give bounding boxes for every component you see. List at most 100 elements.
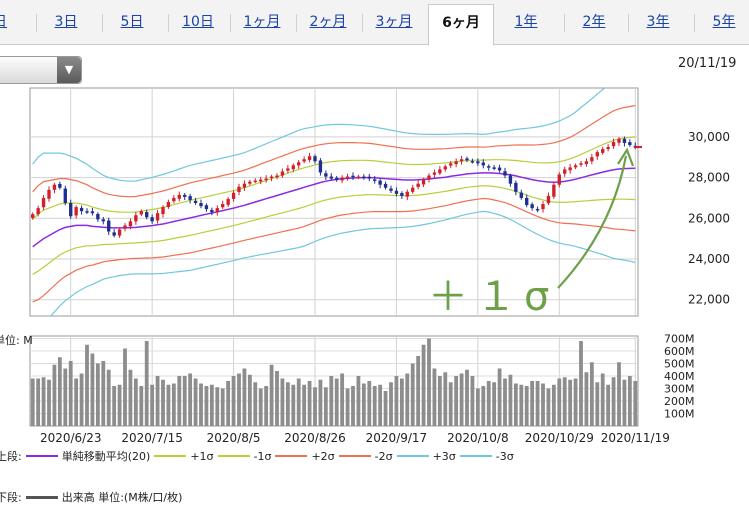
volume-bar <box>318 379 323 426</box>
candle-body <box>166 202 171 208</box>
tab-11[interactable]: 5年 <box>712 14 736 30</box>
tab-10[interactable]: 3年 <box>646 14 670 30</box>
tab-5[interactable]: 2ヶ月 <box>309 14 347 30</box>
candle-body <box>259 179 263 182</box>
legend-swatch <box>396 455 429 457</box>
plus-1-sigma-line <box>32 136 636 220</box>
tab-separator <box>628 14 629 32</box>
candle-body <box>155 213 160 221</box>
moving-average-line <box>32 167 636 248</box>
triangle-down-icon[interactable]: ▼ <box>57 57 81 83</box>
candle-body <box>313 156 317 162</box>
candle-body <box>617 138 621 143</box>
candle-body <box>52 184 57 190</box>
legend-label: 単純移動平均(20) <box>61 450 151 463</box>
volume-bar <box>340 373 345 426</box>
candle-body <box>85 211 89 213</box>
volume-bar <box>465 369 469 426</box>
volume-bar <box>123 348 127 426</box>
candle-body <box>394 190 399 194</box>
volume-bar <box>361 383 366 426</box>
volume-tick-label: 300M <box>664 383 695 396</box>
candle-body <box>242 183 247 188</box>
candle-body <box>356 176 361 179</box>
tab-0[interactable]: 日 <box>0 4 22 40</box>
price-tick-label: 24,000 <box>688 252 730 266</box>
price-tick-label: 26,000 <box>688 211 730 225</box>
volume-bar <box>416 356 421 426</box>
volume-bar <box>503 378 507 426</box>
volume-bar <box>264 386 269 426</box>
candle-body <box>568 167 572 171</box>
volume-bar <box>389 382 393 426</box>
candle-body <box>41 197 46 208</box>
candle-body <box>405 191 409 197</box>
candle-body <box>432 172 437 175</box>
candle-body <box>411 187 415 192</box>
volume-bar <box>112 386 117 426</box>
candle-body <box>590 157 594 162</box>
candle-body <box>373 179 377 181</box>
tab-3[interactable]: 10日 <box>182 14 214 30</box>
candle-body <box>139 211 143 215</box>
candle-body <box>535 208 540 211</box>
candle-body <box>215 208 219 213</box>
candles-group <box>31 136 637 238</box>
tab-1[interactable]: 3日 <box>54 14 78 30</box>
volume-bar <box>150 384 155 426</box>
volume-bar <box>600 373 605 426</box>
candle-body <box>628 142 632 145</box>
candle-body <box>476 161 480 164</box>
volume-bar <box>133 378 138 426</box>
volume-bar <box>85 344 89 426</box>
volume-bar <box>323 387 328 426</box>
candle-body <box>400 193 404 196</box>
candle-body <box>264 178 268 181</box>
volume-tick-label: 100M <box>664 408 695 421</box>
volume-bar <box>52 364 57 426</box>
volume-bar <box>530 381 535 426</box>
tab-4[interactable]: 1ヶ月 <box>243 14 281 30</box>
volume-bar <box>589 362 594 426</box>
candle-body <box>204 205 209 210</box>
candle-body <box>601 149 605 153</box>
price-volume-chart: 22,000 24,000 26,000 28,000 30,000 100M200M30… <box>0 87 730 445</box>
candle-body <box>459 159 464 162</box>
volume-bar <box>139 386 144 426</box>
volume-bar <box>573 378 578 426</box>
candle-body <box>421 179 426 185</box>
volume-bar <box>383 391 388 426</box>
volume-bar <box>68 361 73 426</box>
candle-body <box>449 163 453 166</box>
candle-body <box>302 159 306 162</box>
candle-body <box>611 141 616 147</box>
tab-8[interactable]: 1年 <box>514 14 538 30</box>
volume-bar <box>351 386 355 426</box>
candle-body <box>492 167 496 169</box>
volume-bar <box>562 377 567 426</box>
volume-bar <box>481 386 486 426</box>
candle-body <box>226 198 230 205</box>
candle-body <box>595 152 599 157</box>
candle-body <box>503 171 507 176</box>
tab-7[interactable]: 6ヶ月 <box>428 4 494 46</box>
tab-2[interactable]: 5日 <box>120 14 144 30</box>
volume-bar <box>237 373 241 426</box>
indicator-dropdown[interactable]: ▼ <box>0 56 82 84</box>
tab-9[interactable]: 2年 <box>582 14 606 30</box>
candle-body <box>514 182 518 192</box>
legend-swatch <box>25 455 58 457</box>
tab-separator <box>362 14 363 32</box>
volume-bar <box>258 388 263 426</box>
volume-bar <box>199 383 203 426</box>
volume-bar <box>166 384 171 426</box>
volume-bar <box>117 384 122 426</box>
tab-separator <box>168 14 169 32</box>
volume-bar <box>101 361 106 426</box>
candle-body <box>497 167 502 171</box>
volume-bar <box>606 384 611 426</box>
volume-bar <box>617 362 621 426</box>
tab-6[interactable]: 3ヶ月 <box>375 14 413 30</box>
candle-body <box>210 209 214 213</box>
volume-bar <box>551 384 556 426</box>
